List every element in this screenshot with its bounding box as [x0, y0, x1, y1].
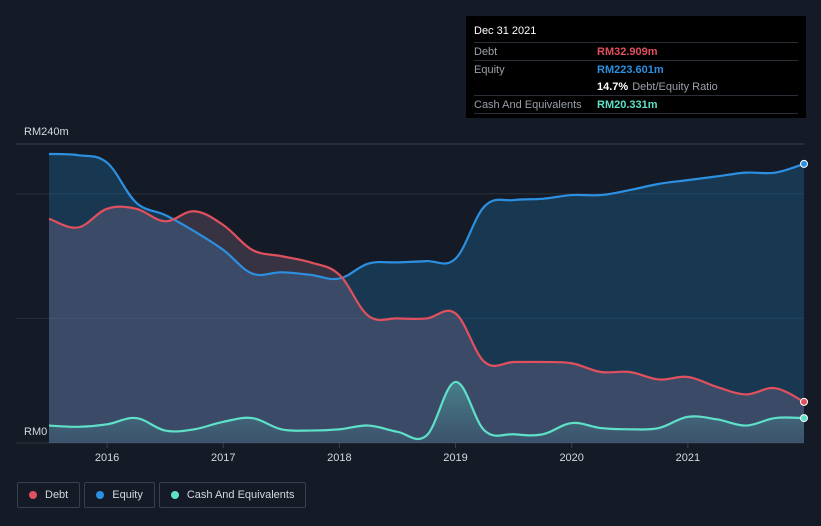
x-tick-label-2016: 2016 — [95, 452, 119, 464]
tooltip-row-equity: Equity RM223.601m — [474, 60, 798, 78]
tooltip-debt-value: RM32.909m — [597, 45, 658, 58]
x-tick-label-2017: 2017 — [211, 452, 235, 464]
tooltip-equity-value: RM223.601m — [597, 63, 664, 76]
legend-label-debt: Debt — [45, 489, 69, 501]
x-tick-label-2021: 2021 — [676, 452, 700, 464]
y-tick-label-bottom: RM0 — [24, 426, 47, 438]
x-tick-label-2019: 2019 — [443, 452, 467, 464]
legend-dot-cash — [170, 491, 179, 499]
tooltip-ratio-value: 14.7% — [597, 80, 629, 93]
tooltip: Dec 31 2021 Debt RM32.909m Equity RM223.… — [466, 16, 806, 118]
legend-item-cash[interactable]: Cash And Equivalents — [158, 482, 307, 508]
tooltip-date: Dec 31 2021 — [474, 25, 537, 37]
tooltip-row-ratio: 14.7% Debt/Equity Ratio — [474, 78, 798, 95]
tooltip-cash-value: RM20.331m — [597, 98, 658, 111]
legend-item-equity[interactable]: Equity — [84, 482, 155, 508]
legend-label-cash: Cash And Equivalents — [186, 489, 295, 501]
x-tick-label-2020: 2020 — [559, 452, 583, 464]
legend-dot-debt — [29, 491, 37, 499]
legend: Debt Equity Cash And Equivalents — [17, 482, 310, 508]
cash-end-marker — [800, 414, 808, 423]
x-tick-label-2018: 2018 — [327, 452, 351, 464]
tooltip-row-debt: Debt RM32.909m — [474, 42, 798, 60]
tooltip-row-cash: Cash And Equivalents RM20.331m — [474, 95, 798, 114]
y-tick-label-top: RM240m — [24, 126, 69, 138]
debt-end-marker — [800, 397, 808, 406]
tooltip-equity-label: Equity — [474, 63, 505, 76]
legend-label-equity: Equity — [112, 489, 143, 501]
debt-line — [48, 205, 805, 403]
legend-item-debt[interactable]: Debt — [17, 482, 81, 508]
tooltip-debt-label: Debt — [474, 45, 498, 58]
debt-area — [49, 206, 804, 443]
equity-end-marker — [800, 159, 808, 168]
cash-line — [48, 380, 805, 441]
tooltip-ratio-label: Debt/Equity Ratio — [632, 80, 718, 93]
tooltip-cash-label: Cash And Equivalents — [474, 98, 582, 111]
cash-area — [49, 381, 804, 443]
legend-dot-equity — [96, 491, 105, 499]
equity-area — [49, 153, 804, 443]
